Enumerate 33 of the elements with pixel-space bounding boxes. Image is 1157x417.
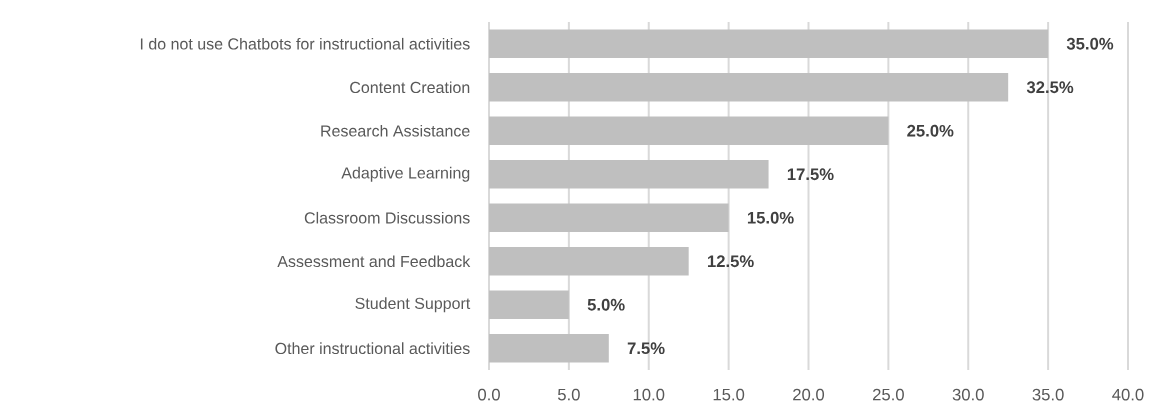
y-tick-label: Content Creation	[350, 81, 470, 94]
y-tick-label: Classroom Discussions	[304, 211, 470, 224]
bar	[489, 290, 569, 320]
x-tick-label: 5.0	[557, 388, 580, 401]
data-label: 17.5%	[787, 168, 834, 181]
bar	[489, 246, 689, 276]
x-tick-label: 10.0	[633, 388, 665, 401]
data-label: 15.0%	[747, 211, 794, 224]
x-tick-label: 15.0	[713, 388, 745, 401]
y-tick-label: Adaptive Learning	[341, 166, 470, 182]
x-tick-label: 40.0	[1112, 388, 1144, 401]
bar	[489, 116, 889, 146]
x-tick-label: 25.0	[872, 388, 904, 401]
data-label: 7.5%	[627, 342, 665, 355]
data-label: 35.0%	[1066, 37, 1114, 50]
y-tick-label: Student Support	[355, 297, 471, 313]
bar	[489, 333, 609, 363]
bar	[489, 159, 769, 189]
x-tick-label: 30.0	[952, 388, 984, 401]
bar	[489, 72, 1009, 102]
x-tick-label: 35.0	[1032, 388, 1064, 401]
bar	[489, 29, 1049, 59]
y-tick-label: Other instructional activities	[275, 342, 470, 355]
y-tick-label: Research Assistance	[321, 124, 470, 137]
x-tick-label: 0.0	[478, 388, 500, 401]
data-label: 32.5%	[1026, 81, 1074, 94]
x-tick-label: 20.0	[793, 388, 825, 401]
bar	[489, 203, 729, 233]
data-label: 25.0%	[907, 124, 954, 137]
data-label: 12.5%	[708, 255, 754, 268]
y-tick-label: I do not use Chatbots for instructional activities	[140, 37, 470, 50]
y-tick-label: Assessment and Feedback	[277, 255, 471, 268]
data-label: 5.0%	[587, 298, 625, 311]
